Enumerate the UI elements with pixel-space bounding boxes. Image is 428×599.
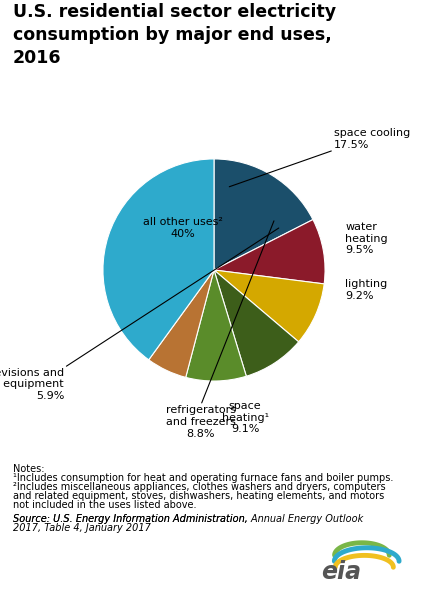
Wedge shape [149, 270, 214, 377]
Wedge shape [214, 270, 324, 342]
Text: space
heating¹
9.1%: space heating¹ 9.1% [222, 401, 269, 434]
Text: and related equipment, stoves, dishwashers, heating elements, and motors: and related equipment, stoves, dishwashe… [13, 491, 384, 501]
Wedge shape [214, 159, 313, 270]
Text: all other uses²
40%: all other uses² 40% [143, 217, 223, 238]
Text: space cooling
17.5%: space cooling 17.5% [334, 128, 410, 150]
Text: Source: U.S. Energy Information Administration, Annual Energy Outlook: Source: U.S. Energy Information Administ… [13, 515, 363, 524]
Text: Source: U.S. Energy Information Administration,: Source: U.S. Energy Information Administ… [13, 515, 251, 524]
Text: ¹Includes consumption for heat and operating furnace fans and boiler pumps.: ¹Includes consumption for heat and opera… [13, 473, 393, 483]
Text: ²Includes miscellaneous appliances, clothes washers and dryers, computers: ²Includes miscellaneous appliances, clot… [13, 482, 386, 492]
Text: Notes:: Notes: [13, 464, 45, 474]
Wedge shape [214, 220, 325, 284]
Text: lighting
9.2%: lighting 9.2% [345, 279, 387, 301]
Text: U.S. residential sector electricity
consumption by major end uses,
2016: U.S. residential sector electricity cons… [13, 3, 336, 67]
Text: eia: eia [321, 560, 361, 584]
Wedge shape [103, 159, 214, 360]
Text: water
heating
9.5%: water heating 9.5% [345, 222, 388, 256]
Text: not included in the uses listed above.: not included in the uses listed above. [13, 500, 196, 510]
Text: refrigerators
and freezers
8.8%: refrigerators and freezers 8.8% [166, 406, 236, 438]
Wedge shape [186, 270, 247, 381]
Text: televisions and
related equipment
5.9%: televisions and related equipment 5.9% [0, 368, 64, 401]
Text: 2017, Table 4, January 2017: 2017, Table 4, January 2017 [13, 523, 151, 533]
Wedge shape [214, 270, 299, 376]
